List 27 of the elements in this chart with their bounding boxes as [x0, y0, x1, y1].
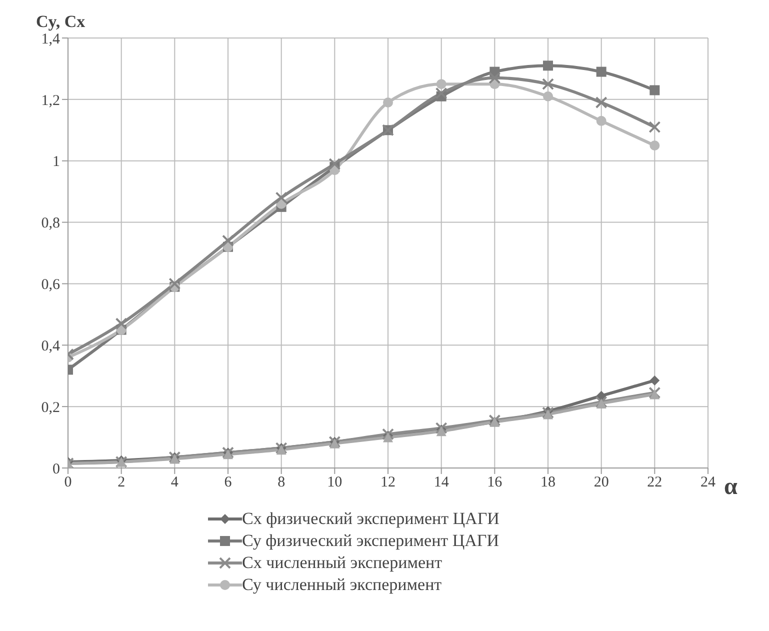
x-tick-label: 2 — [118, 474, 126, 491]
x-tick-label: 24 — [700, 474, 716, 491]
x-tick-label: 14 — [434, 474, 450, 491]
y-tick-label: 1,4 — [41, 31, 60, 48]
legend-label: Сх физический эксперимент ЦАГИ — [242, 508, 500, 530]
y-tick-label: 0,2 — [41, 400, 60, 416]
y-tick-label: 1,2 — [41, 92, 60, 109]
y-tick-label: 0,6 — [41, 277, 60, 294]
x-tick-label: 12 — [380, 474, 396, 491]
x-tick-label: 0 — [64, 474, 72, 491]
legend-label: Су численный эксперимент — [242, 574, 442, 596]
legend-label: Сх численный эксперимент — [242, 552, 442, 574]
x-tick-label: 10 — [327, 474, 342, 491]
y-axis-title: Cy, Cx — [36, 12, 86, 32]
x-tick-label: 4 — [170, 474, 179, 491]
x-tick-label: 18 — [540, 474, 556, 491]
y-tick-label: 0,8 — [41, 216, 60, 232]
y-tick-label: 0,4 — [41, 338, 60, 354]
x-tick-label: 20 — [594, 474, 609, 491]
x-axis-title: α — [724, 474, 738, 501]
x-tick-label: 8 — [278, 474, 286, 491]
y-tick-label: 1 — [52, 154, 60, 170]
x-tick-label: 6 — [224, 474, 232, 491]
x-tick-label: 16 — [487, 474, 503, 491]
y-tick-label: 0 — [52, 461, 60, 478]
x-tick-label: 22 — [647, 474, 662, 491]
legend-label: Су физический эксперимент ЦАГИ — [242, 530, 500, 552]
